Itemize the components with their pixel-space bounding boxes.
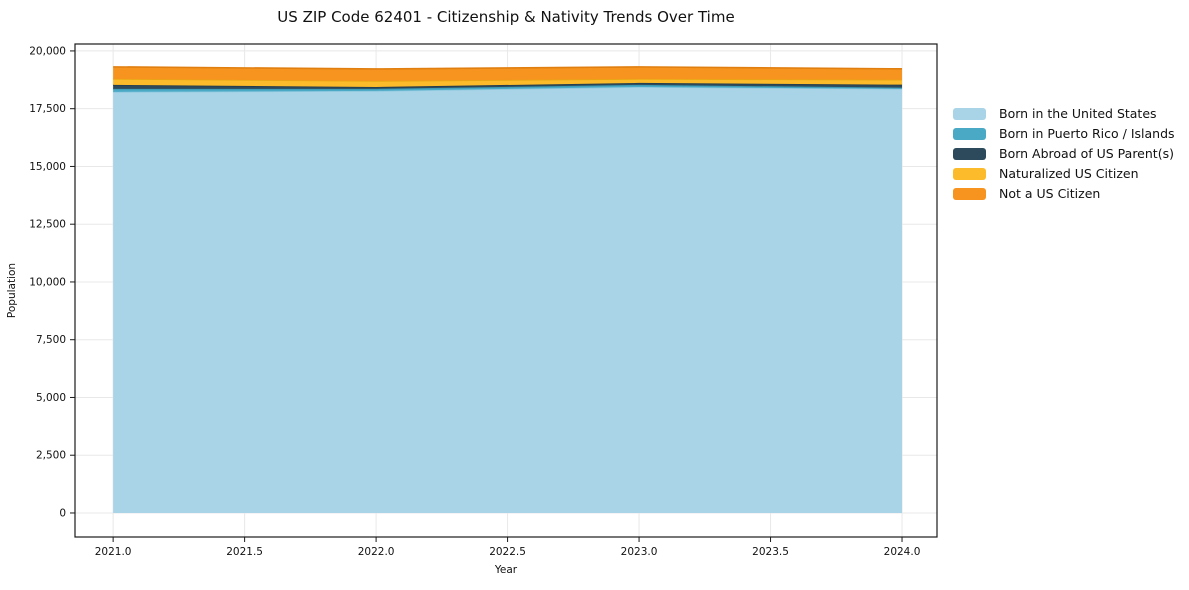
- x-tick-label: 2022.0: [358, 546, 395, 558]
- x-tick-label: 2024.0: [884, 546, 921, 558]
- area-edge-4: [113, 66, 903, 70]
- legend-item: Naturalized US Citizen: [953, 166, 1175, 181]
- legend-label: Naturalized US Citizen: [999, 166, 1139, 181]
- legend: Born in the United States Born in Puerto …: [953, 106, 1175, 201]
- legend-label: Born in the United States: [999, 106, 1157, 121]
- area-series-2: [113, 82, 903, 89]
- x-axis: 2021.0 2021.5 2022.0 2022.5 2023.0 2023.5 2024…: [95, 537, 921, 558]
- legend-label: Born in Puerto Rico / Islands: [999, 126, 1175, 141]
- axes-frame: [74, 43, 938, 538]
- legend-label: Born Abroad of US Parent(s): [999, 146, 1174, 161]
- y-tick-label: 17,500: [29, 103, 66, 115]
- axis-labels: Year Population: [6, 263, 518, 576]
- y-tick-label: 7,500: [36, 334, 66, 346]
- legend-item: Born in Puerto Rico / Islands: [953, 126, 1175, 141]
- legend-swatch-icon: [953, 188, 986, 200]
- y-tick-label: 12,500: [29, 219, 66, 231]
- legend-item: Born in the United States: [953, 106, 1175, 121]
- legend-swatch-icon: [953, 128, 986, 140]
- legend-swatch-icon: [953, 148, 986, 160]
- y-tick-label: 15,000: [29, 161, 66, 173]
- x-tick-label: 2023.0: [621, 546, 658, 558]
- y-axis-label: Population: [6, 263, 18, 318]
- legend-swatch-icon: [953, 168, 986, 180]
- y-tick-label: 5,000: [36, 392, 66, 404]
- area-series-0: [113, 86, 903, 513]
- y-tick-label: 10,000: [29, 276, 66, 288]
- x-tick-label: 2021.5: [226, 546, 263, 558]
- x-tick-label: 2021.0: [95, 546, 132, 558]
- legend-label: Not a US Citizen: [999, 186, 1101, 201]
- area-series-1: [113, 84, 903, 92]
- x-axis-label: Year: [494, 564, 518, 576]
- chart-title: US ZIP Code 62401 - Citizenship & Nativi…: [277, 8, 735, 26]
- legend-item: Not a US Citizen: [953, 186, 1175, 201]
- x-tick-label: 2022.5: [489, 546, 526, 558]
- y-axis: 0 2,500 5,000 7,500 10,000 12,500 15,000 17,500…: [29, 45, 75, 519]
- y-tick-label: 2,500: [36, 450, 66, 462]
- legend-item: Born Abroad of US Parent(s): [953, 146, 1175, 161]
- area-series-4: [113, 66, 903, 81]
- stacked-areas: [113, 66, 903, 513]
- x-tick-label: 2023.5: [752, 546, 789, 558]
- y-tick-label: 20,000: [29, 45, 66, 57]
- y-tick-label: 0: [59, 507, 66, 519]
- legend-swatch-icon: [953, 108, 986, 120]
